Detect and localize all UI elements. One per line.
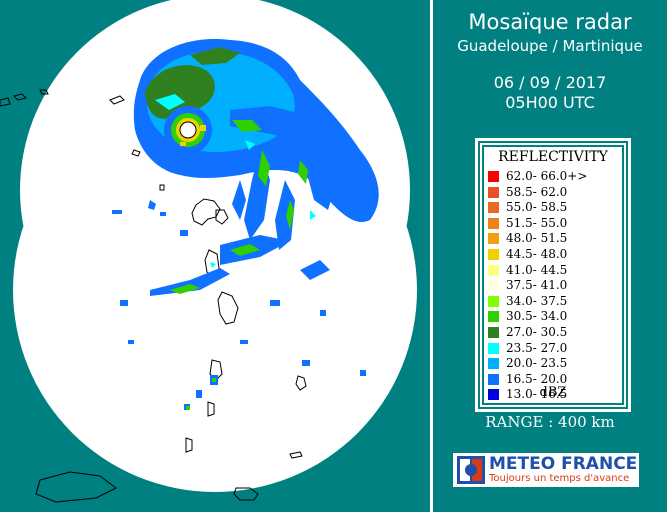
legend-color-swatch bbox=[488, 186, 499, 198]
legend-color-swatch bbox=[488, 311, 499, 323]
legend-range-label: 51.5- 55.0 bbox=[506, 215, 568, 230]
island-outlines bbox=[0, 89, 307, 503]
map-date: 06 / 09 / 2017 bbox=[493, 73, 607, 92]
island-guadeloupe bbox=[191, 198, 229, 226]
logo-name: METEO FRANCE bbox=[489, 454, 638, 474]
legend-color-swatch bbox=[488, 249, 499, 260]
legend-color-swatch bbox=[488, 373, 499, 385]
island-st-vincent bbox=[207, 401, 215, 417]
reflectivity-legend: REFLECTIVITY 62.0- 66.0+> 58.5- 62.0 55.0-… bbox=[475, 138, 631, 412]
island-tobago bbox=[289, 451, 303, 459]
legend-range-label: 41.0- 44.5 bbox=[506, 262, 568, 277]
legend-color-swatch bbox=[488, 233, 499, 245]
island-st-kitts bbox=[131, 149, 141, 157]
map-time: 05H00 UTC bbox=[505, 93, 595, 112]
island-puerto-rico-east bbox=[0, 97, 11, 107]
hurricane-eye bbox=[179, 121, 197, 139]
info-panel: Mosaïque radar Guadeloupe / Martinique 0… bbox=[433, 0, 667, 512]
island-trinidad bbox=[233, 487, 259, 501]
legend-range-label: 30.5- 34.0 bbox=[506, 309, 568, 324]
legend-color-swatch bbox=[488, 295, 499, 307]
island-south-coast bbox=[35, 471, 117, 503]
radar-map bbox=[0, 0, 417, 503]
island-st-lucia bbox=[209, 359, 223, 381]
legend-color-swatch bbox=[488, 342, 499, 354]
island-montserrat bbox=[159, 184, 165, 191]
legend-range-label: 37.5- 41.0 bbox=[506, 278, 568, 293]
legend-range-label: 16.5- 20.0 bbox=[506, 371, 568, 386]
legend-range-label: 58.5- 62.0 bbox=[506, 184, 568, 199]
meteo-france-logo-icon bbox=[457, 456, 485, 484]
legend-range-label: 48.0- 51.5 bbox=[506, 231, 568, 246]
range-label: RANGE : 400 km bbox=[485, 413, 615, 431]
logo-slogan: Toujours un temps d'avance bbox=[489, 473, 630, 484]
island-virgin bbox=[13, 89, 49, 101]
map-title: Mosaïque radar bbox=[468, 10, 632, 34]
legend-range-label: 27.0- 30.5 bbox=[506, 325, 568, 339]
island-barbados bbox=[295, 375, 307, 391]
legend-title: REFLECTIVITY bbox=[498, 149, 608, 165]
island-anguilla bbox=[109, 95, 125, 105]
legend-unit: dBZ bbox=[539, 385, 567, 400]
legend-range-label: 55.0- 58.5 bbox=[506, 200, 568, 215]
legend-range-label: 20.0- 23.5 bbox=[506, 356, 568, 371]
legend-range-label: 23.5- 27.0 bbox=[506, 340, 568, 355]
island-grenada bbox=[185, 437, 193, 453]
island-martinique bbox=[217, 291, 239, 325]
legend-color-swatch bbox=[488, 264, 499, 276]
legend-range-label: 44.5- 48.0 bbox=[506, 247, 568, 261]
map-region: Guadeloupe / Martinique bbox=[457, 37, 643, 55]
legend-color-swatch bbox=[488, 280, 499, 292]
hurricane-echoes bbox=[112, 39, 379, 410]
legend-color-swatch bbox=[488, 217, 499, 229]
legend-color-swatch bbox=[488, 327, 499, 338]
legend-range-label: 13.0- 16.5 bbox=[506, 387, 568, 402]
legend-color-swatch bbox=[488, 389, 499, 401]
panel-divider bbox=[430, 0, 433, 512]
legend-color-swatch bbox=[488, 358, 499, 370]
legend-color-swatch bbox=[488, 202, 499, 214]
legend-color-swatch bbox=[488, 171, 499, 182]
meteo-france-logo: METEO FRANCE Toujours un temps d'avance bbox=[453, 453, 639, 487]
legend-range-label: 34.0- 37.5 bbox=[506, 293, 568, 308]
legend-range-label: 62.0- 66.0+> bbox=[506, 169, 588, 183]
